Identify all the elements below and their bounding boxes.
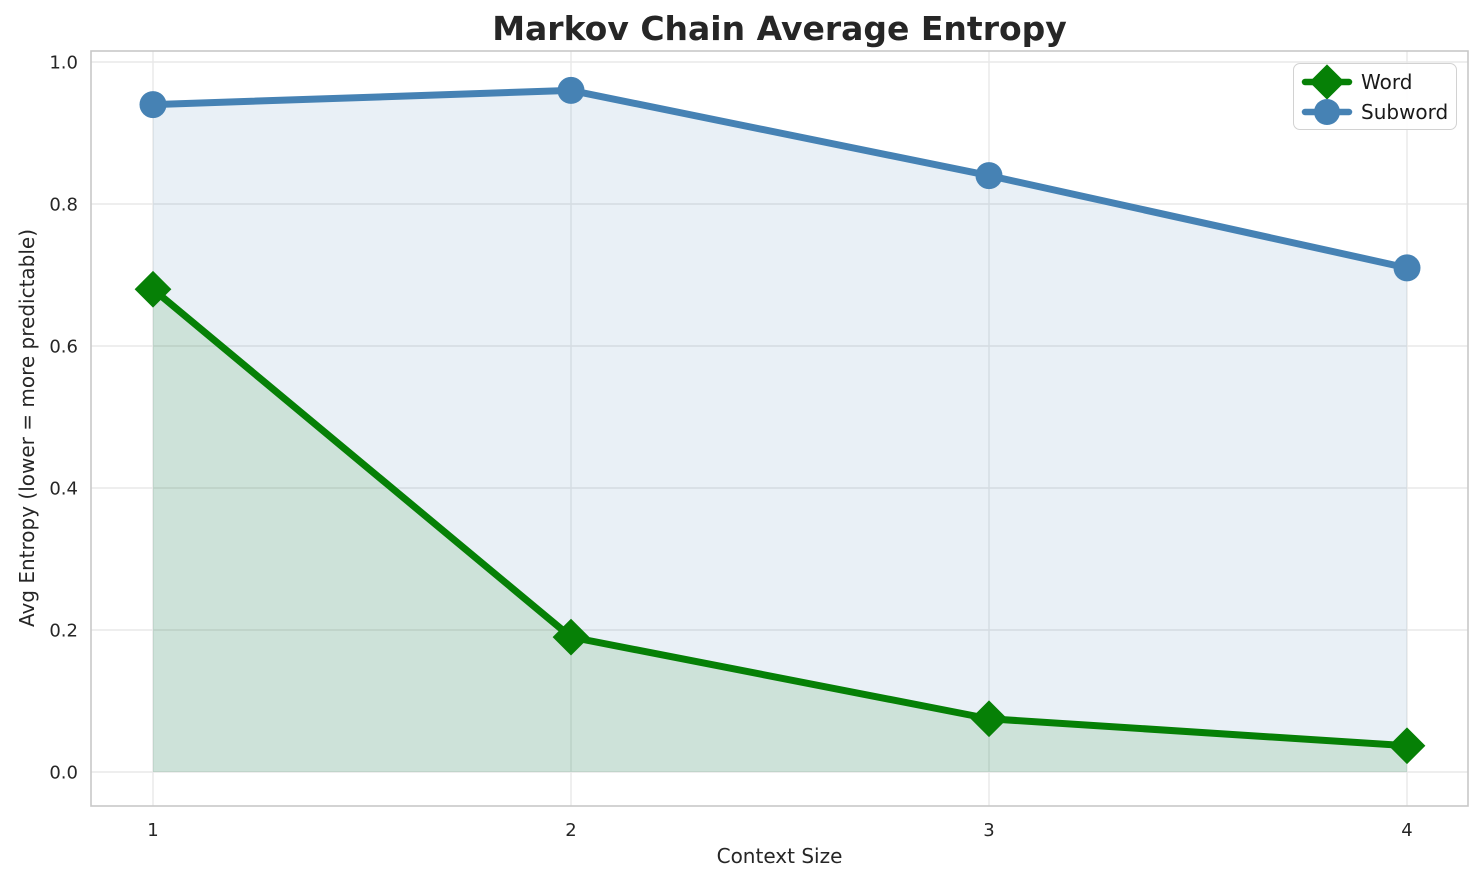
y-tick-label-0.6: 0.6: [49, 337, 78, 358]
legend-circle-marker: [1314, 98, 1340, 125]
marker-word-x2: [552, 618, 590, 656]
marker-word-x3: [970, 700, 1008, 738]
circle-marker-icon: [1301, 98, 1353, 125]
x-tick-label-4: 4: [1401, 820, 1412, 841]
axes-spines: [90, 50, 1469, 807]
legend-diamond-marker: [1309, 63, 1345, 100]
y-axis-label: Avg Entropy (lower = more predictable): [15, 228, 39, 628]
marker-subword-x4: [1393, 254, 1421, 282]
legend: Word Subword: [1293, 63, 1457, 130]
legend-label-word: Word: [1361, 69, 1413, 94]
marker-subword-x3: [975, 162, 1003, 190]
line-subword: [149, 86, 1411, 272]
x-tick-label-2: 2: [565, 820, 576, 841]
y-tick-label-0.4: 0.4: [49, 479, 78, 500]
legend-label-subword: Subword: [1361, 99, 1449, 124]
marker-subword-x1: [139, 91, 167, 119]
marker-subword-x2: [557, 76, 585, 104]
y-tick-label-0.8: 0.8: [49, 195, 78, 216]
marker-word-x4: [1388, 727, 1426, 765]
chart-title: Markov Chain Average Entropy: [492, 9, 1067, 48]
line-word: [149, 285, 1411, 750]
x-axis-label: Context Size: [716, 844, 843, 868]
area-fill-word: [153, 289, 1407, 772]
y-tick-label-1.0: 1.0: [49, 53, 78, 74]
x-tick-label-1: 1: [147, 820, 158, 841]
legend-item-subword: Subword: [1301, 97, 1449, 127]
area-fill-subword: [153, 90, 1407, 772]
diamond-marker-icon: [1301, 63, 1353, 100]
marker-word-x1: [134, 270, 172, 308]
legend-item-word: Word: [1301, 63, 1446, 100]
y-tick-label-0.0: 0.0: [49, 763, 78, 784]
x-tick-label-3: 3: [983, 820, 994, 841]
y-tick-label-0.2: 0.2: [49, 621, 78, 642]
